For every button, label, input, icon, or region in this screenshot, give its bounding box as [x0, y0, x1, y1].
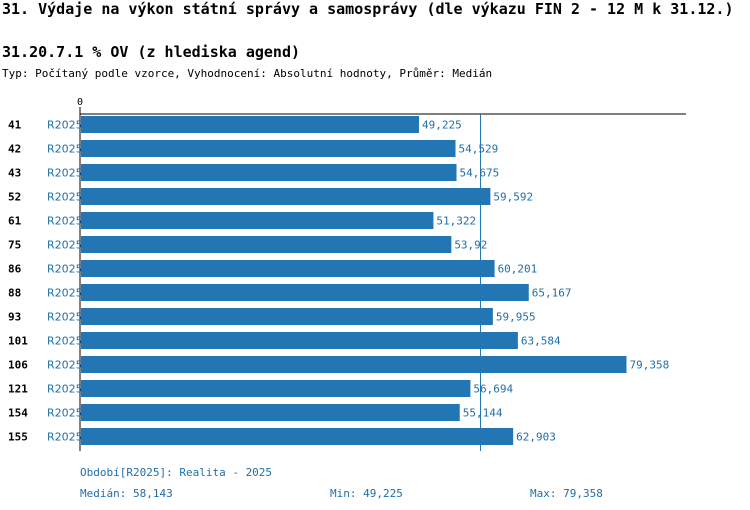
footer-median: Medián: 58,143 — [80, 487, 173, 500]
value-label: 79,358 — [629, 359, 669, 372]
bar — [81, 140, 456, 157]
series-label: R2025 — [47, 119, 83, 132]
bar — [81, 284, 529, 301]
series-label: R2025 — [47, 359, 83, 372]
category-label: 106 — [8, 359, 28, 372]
bar — [81, 236, 452, 253]
bar — [81, 332, 518, 349]
category-label: 43 — [8, 167, 21, 180]
series-label: R2025 — [47, 383, 83, 396]
category-label: 88 — [8, 287, 21, 300]
series-label: R2025 — [47, 167, 83, 180]
value-label: 55,144 — [463, 407, 503, 420]
bar — [81, 428, 514, 445]
series-label: R2025 — [47, 407, 83, 420]
bar — [81, 404, 460, 421]
value-label: 56,694 — [473, 383, 513, 396]
value-label: 59,592 — [493, 191, 533, 204]
category-label: 61 — [8, 215, 22, 228]
footer-min: Min: 49,225 — [330, 487, 403, 500]
category-label: 155 — [8, 431, 28, 444]
chart-type-info: Typ: Počítaný podle vzorce, Vyhodnocení:… — [2, 67, 493, 80]
chart-subtitle: 31.20.7.1 % OV (z hlediska agend) — [2, 43, 301, 61]
category-label: 75 — [8, 239, 21, 252]
series-label: R2025 — [47, 431, 83, 444]
series-label: R2025 — [47, 263, 83, 276]
bar — [81, 260, 495, 277]
bar — [81, 164, 457, 181]
value-label: 65,167 — [532, 287, 572, 300]
value-label: 53,92 — [454, 239, 487, 252]
value-label: 54,529 — [459, 143, 499, 156]
value-label: 60,201 — [498, 263, 538, 276]
series-label: R2025 — [47, 215, 83, 228]
bar — [81, 116, 419, 133]
bar-chart: 0 41 R2025 49,225 42 R2025 54,529 43 R2025 54,675… — [8, 97, 686, 451]
bar — [81, 308, 493, 325]
category-label: 154 — [8, 407, 28, 420]
category-label: 86 — [8, 263, 22, 276]
footer-period: Období[R2025]: Realita - 2025 — [80, 466, 273, 479]
category-label: 42 — [8, 143, 21, 156]
bar — [81, 212, 434, 229]
category-label: 41 — [8, 119, 22, 132]
series-label: R2025 — [47, 311, 83, 324]
x-axis-zero-label: 0 — [77, 97, 83, 108]
value-label: 49,225 — [422, 119, 462, 132]
series-label: R2025 — [47, 191, 83, 204]
bar — [81, 188, 491, 205]
value-label: 63,584 — [521, 335, 561, 348]
value-label: 54,675 — [460, 167, 500, 180]
series-label: R2025 — [47, 239, 83, 252]
series-label: R2025 — [47, 335, 83, 348]
bar — [81, 356, 627, 373]
series-label: R2025 — [47, 143, 83, 156]
value-label: 59,955 — [496, 311, 536, 324]
value-label: 62,903 — [516, 431, 556, 444]
bar — [81, 380, 471, 397]
category-label: 121 — [8, 383, 28, 396]
value-label: 51,322 — [436, 215, 476, 228]
footer-max: Max: 79,358 — [530, 487, 603, 500]
category-label: 101 — [8, 335, 28, 348]
category-label: 52 — [8, 191, 21, 204]
series-label: R2025 — [47, 287, 83, 300]
category-label: 93 — [8, 311, 21, 324]
chart-title: 31. Výdaje na výkon státní správy a samo… — [2, 0, 734, 18]
